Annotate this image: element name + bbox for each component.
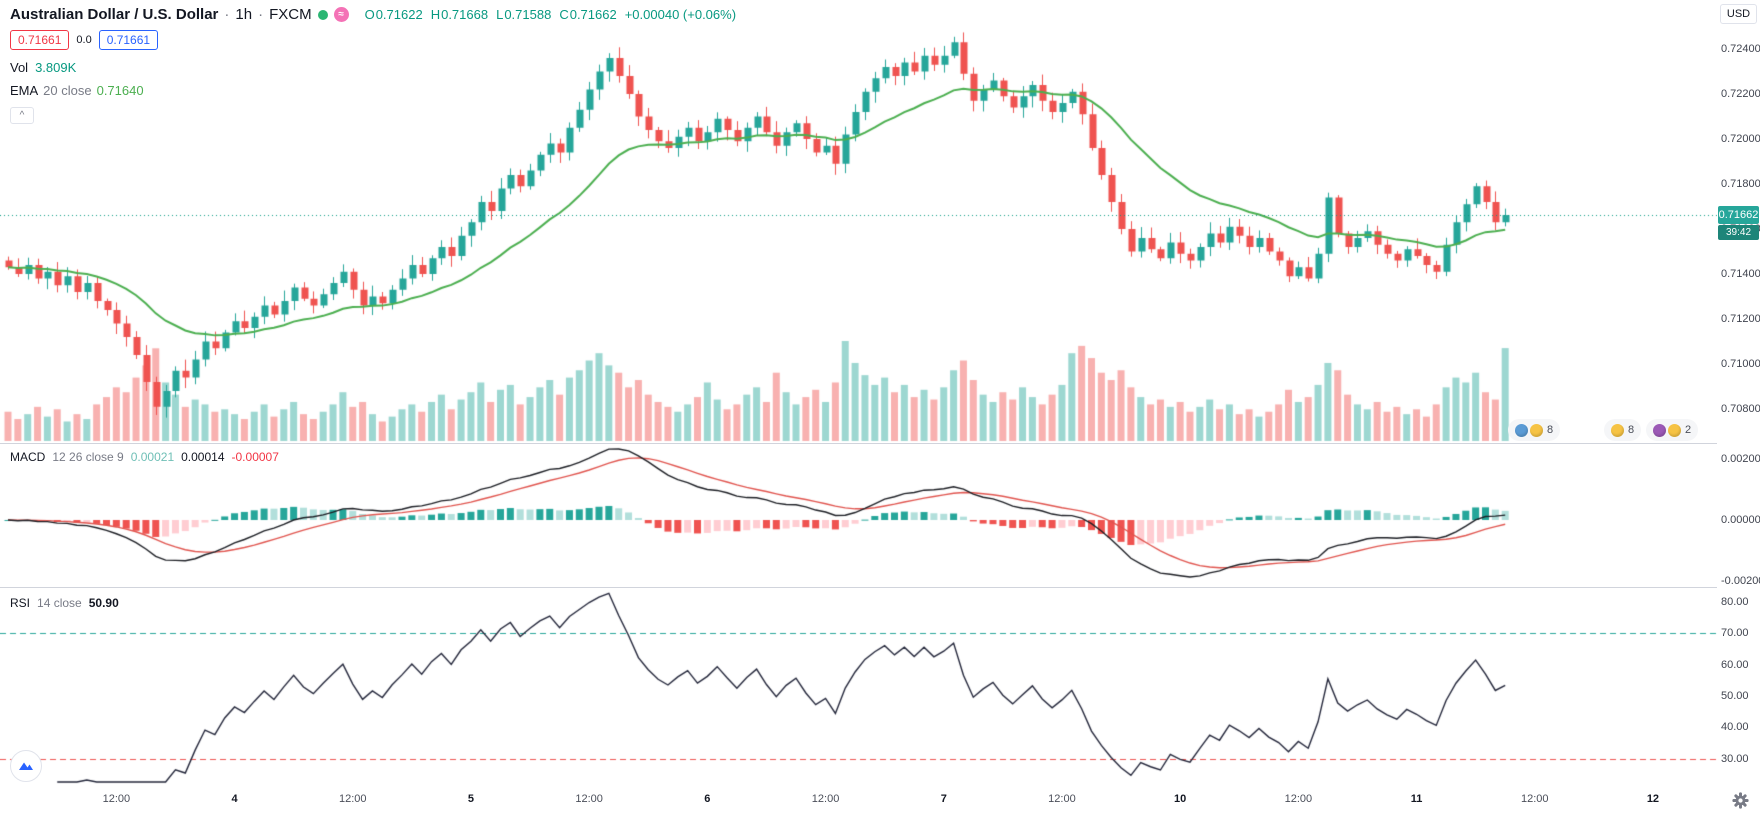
time-tick-label: 12:00: [575, 793, 603, 805]
rsi-tick-label: 50.00: [1721, 690, 1749, 702]
macd-params: 12 26 close 9: [52, 450, 124, 464]
macd-hist-value: 0.00021: [130, 450, 175, 464]
currency-usd-button[interactable]: USD: [1720, 4, 1757, 24]
time-tick-label: 11: [1410, 793, 1423, 805]
time-tick-label: 4: [231, 793, 238, 805]
time-tick-label: 12:00: [811, 793, 840, 805]
emoji-icon: [1653, 423, 1666, 437]
price-tick-label: 0.71800: [1721, 178, 1760, 190]
reaction-badge[interactable]: 8: [1508, 419, 1561, 441]
time-tick-label: 12:00: [1284, 793, 1313, 805]
settings-gear-icon[interactable]: [1732, 792, 1750, 810]
price-tick-label: 0.72000: [1721, 133, 1760, 145]
price-tick-label: 0.71000: [1721, 358, 1760, 370]
ema-params: 20 close: [43, 83, 92, 98]
low-label: L: [496, 7, 504, 22]
emoji-icon: [1668, 423, 1681, 437]
rsi-tick-label: 30.00: [1721, 752, 1749, 765]
emoji-icon: [1611, 423, 1624, 437]
open-label: O: [364, 7, 375, 22]
macd-tick-label: -0.00200: [1721, 575, 1760, 587]
high-value: 0.71668: [441, 7, 489, 22]
rsi-tick-label: 40.00: [1721, 721, 1749, 734]
time-tick-label: 12: [1646, 793, 1660, 805]
emoji-icon: [1515, 423, 1528, 437]
reaction-count: 2: [1685, 424, 1692, 436]
rsi-value: 50.90: [88, 596, 119, 610]
time-tick-label: 12:00: [1048, 793, 1076, 805]
time-tick-label: 7: [940, 793, 947, 805]
time-axis[interactable]: 12:00 4 12:00 5 12:00 6 12:00 7 12:00 10 12:00 11 12…: [0, 786, 1760, 815]
rsi-params: 14 close: [37, 596, 82, 610]
close-value: 0.71662: [569, 7, 617, 22]
rsi-legend: RSI 14 close 50.90: [10, 596, 119, 610]
ohlc-readout: O0.71622 H0.71668 L0.71588 C0.71662 +0.0…: [365, 7, 736, 22]
rsi-tick-label: 70.00: [1721, 627, 1749, 640]
reaction-count: 8: [1547, 424, 1554, 436]
time-tick-label: 12:00: [338, 793, 367, 805]
rsi-tick-label: 80.00: [1721, 595, 1749, 608]
high-label: H: [430, 7, 441, 22]
price-tick-label: 0.70800: [1721, 403, 1760, 415]
close-label: C: [559, 7, 569, 22]
macd-tick-label: 0.00200: [1721, 453, 1760, 465]
macd-signal-value: -0.00007: [231, 450, 279, 464]
price-tick-label: 0.72200: [1721, 88, 1760, 100]
last-price-badge: 0.71662: [1718, 206, 1759, 225]
macd-legend: MACD 12 26 close 9 0.00021 0.00014 -0.00…: [10, 450, 279, 464]
symbol-title[interactable]: Australian Dollar / U.S. Dollar: [10, 6, 219, 23]
price-tick-label: 0.71400: [1721, 268, 1760, 280]
bar-countdown-badge: 39:42: [1718, 225, 1759, 241]
emoji-icon: [1530, 423, 1543, 437]
separator: ·: [258, 6, 264, 23]
sentiment-wave-icon[interactable]: ≈: [333, 7, 349, 22]
price-tick-label: 0.71200: [1721, 313, 1760, 325]
time-tick-label: 10: [1174, 793, 1187, 805]
rsi-tick-label: 60.00: [1721, 658, 1749, 671]
ema-label: EMA: [10, 83, 39, 98]
reaction-count: 8: [1628, 424, 1635, 436]
macd-tick-label: 0.00000: [1721, 514, 1760, 526]
price-axis[interactable]: USD 0.724000.722000.720000.718000.716000…: [1717, 0, 1760, 786]
market-status-icon[interactable]: [317, 9, 328, 20]
macd-pane-separator[interactable]: [0, 443, 1760, 444]
rsi-title[interactable]: RSI: [10, 596, 31, 610]
open-value: 0.71622: [375, 7, 423, 22]
time-tick-label: 12:00: [102, 793, 131, 805]
low-value: 0.71588: [504, 7, 552, 22]
tradingview-logo[interactable]: [10, 750, 42, 782]
separator: ·: [224, 6, 230, 23]
change-readout: +0.00040 (+0.06%): [624, 7, 737, 22]
spread-value: 0.0: [76, 34, 92, 46]
collapse-indicators-button[interactable]: ^: [10, 107, 34, 124]
main-legend: Australian Dollar / U.S. Dollar · 1h · F…: [10, 6, 736, 124]
mountains-icon: [19, 762, 33, 770]
volume-value: 3.809K: [35, 60, 77, 75]
reaction-badge[interactable]: 2: [1646, 419, 1699, 441]
exchange-label[interactable]: FXCM: [269, 6, 312, 23]
macd-line-value: 0.00014: [181, 450, 225, 464]
time-tick-label: 5: [467, 793, 474, 805]
ema-value: 0.71640: [96, 83, 144, 98]
reaction-badge[interactable]: 8: [1604, 419, 1642, 441]
sell-price-button[interactable]: 0.71661: [10, 30, 70, 50]
time-tick-label: 6: [704, 793, 711, 805]
volume-label: Vol: [10, 60, 29, 75]
macd-title[interactable]: MACD: [10, 450, 46, 464]
price-tick-label: 0.72400: [1721, 43, 1760, 55]
time-tick-label: 12:00: [1520, 793, 1549, 805]
interval-label[interactable]: 1h: [235, 6, 253, 23]
buy-price-button[interactable]: 0.71661: [98, 30, 159, 50]
rsi-pane-separator[interactable]: [0, 587, 1760, 588]
